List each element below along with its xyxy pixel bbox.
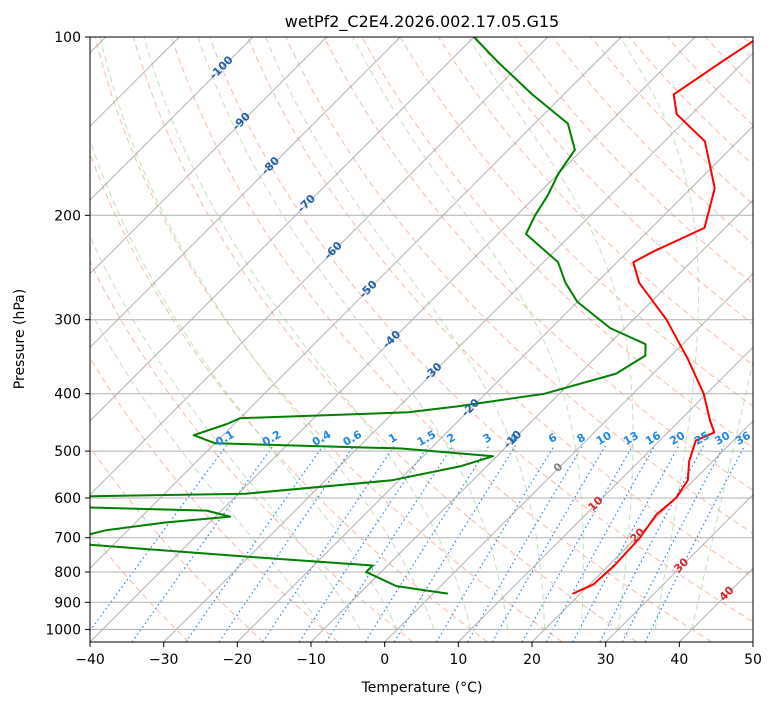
isotherm-line xyxy=(163,51,753,642)
y-tick-label: 700 xyxy=(54,531,81,547)
dry-adiabat-line xyxy=(132,37,638,642)
x-tick-label: −40 xyxy=(75,652,105,668)
mixing-ratio-line xyxy=(572,445,680,642)
y-tick-label: 1000 xyxy=(45,622,81,638)
moist-adiabat-line xyxy=(619,37,699,630)
dry-adiabat-line xyxy=(90,446,264,642)
sounding-series xyxy=(90,37,753,595)
moist-adiabat-line xyxy=(90,235,361,630)
temperature-profile-line xyxy=(572,39,753,595)
isotherm-line xyxy=(236,125,753,642)
y-axis-ticks: 100 200 300 400 500 600 700 800 900 1000 xyxy=(45,30,90,638)
dry-adiabat-line xyxy=(209,37,753,623)
x-tick-label: −30 xyxy=(149,652,179,668)
moist-adiabat-line xyxy=(352,37,584,630)
isotherm-line xyxy=(90,37,622,570)
moist-adiabat-line xyxy=(99,37,435,630)
y-tick-label: 400 xyxy=(54,387,81,403)
dewpoint-profile-line xyxy=(90,37,647,595)
moist-adiabat-line xyxy=(467,37,634,630)
y-tick-label: 500 xyxy=(54,444,81,460)
moist-adiabat-line xyxy=(197,37,509,630)
isotherm-line xyxy=(531,420,753,642)
y-tick-label: 600 xyxy=(54,491,81,507)
plot-background xyxy=(90,37,753,642)
mixing-ratio-line xyxy=(545,445,656,642)
x-tick-label: −20 xyxy=(223,652,253,668)
x-tick-label: −10 xyxy=(296,652,326,668)
mixing-ratio-line xyxy=(90,445,228,632)
x-tick-label: 10 xyxy=(449,652,467,668)
x-tick-label: 40 xyxy=(670,652,688,668)
x-axis-ticks: −40 −30 −20 −10 0 10 20 30 40 50 xyxy=(75,642,762,668)
chart-title: wetPf2_C2E4.2026.002.17.05.G15 xyxy=(285,12,559,32)
isotherm-line xyxy=(90,37,401,349)
mixing-ratio-line xyxy=(262,445,396,642)
mixing-ratio-line xyxy=(298,445,429,642)
moist-adiabat-line xyxy=(143,37,472,630)
isotherm-line xyxy=(605,493,753,642)
isotherm-line xyxy=(90,37,549,496)
isotherm-line xyxy=(384,272,753,642)
isotherm-line xyxy=(310,199,753,642)
plot-frame xyxy=(89,36,754,643)
moist-adiabat-line xyxy=(265,37,546,630)
mixing-ratio-line xyxy=(491,445,607,642)
mixing-ratio-line xyxy=(599,445,705,642)
mixing-ratio-line xyxy=(325,445,454,642)
isotherm-line xyxy=(457,346,753,642)
isotherm-line xyxy=(90,37,475,422)
x-tick-label: 30 xyxy=(597,652,615,668)
y-tick-label: 900 xyxy=(54,595,81,611)
mixing-ratio-line xyxy=(218,445,355,642)
dry-adiabat-line xyxy=(476,37,753,325)
y-tick-label: 100 xyxy=(54,30,81,46)
isotherm-line xyxy=(90,37,254,201)
isotherm-line xyxy=(752,641,753,642)
isotherm-line xyxy=(90,37,696,642)
dry-adiabat-line xyxy=(514,37,753,285)
x-tick-label: 20 xyxy=(523,652,541,668)
dry-adiabat-line xyxy=(247,37,753,578)
moist-adiabat-line xyxy=(90,309,324,630)
isotherm-line xyxy=(90,37,328,275)
dry-adiabat-line xyxy=(399,37,753,407)
moist-adiabat-line xyxy=(90,138,398,630)
dry-adiabat-line xyxy=(323,37,753,491)
x-axis-label: Temperature (°C) xyxy=(361,680,483,696)
background-lines xyxy=(90,37,753,642)
pressure-grid xyxy=(90,37,753,630)
mixing-ratio-line xyxy=(644,445,746,642)
x-tick-label: 50 xyxy=(744,652,762,668)
y-tick-label: 300 xyxy=(54,313,81,329)
mixing-ratio-line xyxy=(466,445,584,642)
dry-adiabat-line xyxy=(628,37,753,166)
y-axis-label: Pressure (hPa) xyxy=(12,289,28,389)
x-tick-label: 0 xyxy=(380,652,389,668)
dry-adiabat-line xyxy=(90,260,414,642)
y-tick-label: 800 xyxy=(54,565,81,581)
y-tick-label: 200 xyxy=(54,208,81,224)
moist-adiabat-line xyxy=(691,358,753,630)
mixing-ratio-line xyxy=(521,445,634,642)
